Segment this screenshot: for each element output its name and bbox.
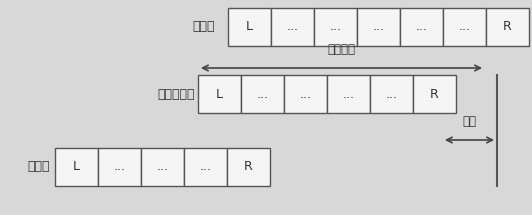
- Text: ...: ...: [415, 20, 428, 34]
- Bar: [184, 148, 227, 186]
- Bar: [357, 8, 400, 46]
- Bar: [400, 8, 443, 46]
- Bar: [486, 8, 529, 46]
- Text: L: L: [246, 20, 253, 34]
- Text: ...: ...: [372, 20, 385, 34]
- Bar: [228, 8, 271, 46]
- Text: L: L: [216, 88, 223, 100]
- Text: 左分段: 左分段: [193, 20, 215, 34]
- Bar: [271, 8, 314, 46]
- Text: ...: ...: [343, 88, 354, 100]
- Bar: [227, 148, 270, 186]
- Bar: [98, 148, 141, 186]
- Bar: [314, 8, 357, 46]
- Text: 重合部分: 重合部分: [327, 43, 355, 56]
- Text: 视差: 视差: [462, 115, 476, 128]
- Text: ...: ...: [156, 161, 169, 174]
- Bar: [413, 75, 456, 113]
- Bar: [284, 75, 327, 113]
- Text: L: L: [73, 161, 80, 174]
- Bar: [55, 148, 98, 186]
- Text: ...: ...: [256, 88, 269, 100]
- Text: ...: ...: [113, 161, 126, 174]
- Bar: [241, 75, 284, 113]
- Bar: [370, 75, 413, 113]
- Text: R: R: [503, 20, 512, 34]
- Text: ...: ...: [200, 161, 212, 174]
- Text: ...: ...: [386, 88, 397, 100]
- Text: 右分段: 右分段: [28, 161, 50, 174]
- Text: ...: ...: [329, 20, 342, 34]
- Bar: [327, 75, 370, 113]
- Bar: [443, 8, 486, 46]
- Text: ...: ...: [287, 20, 298, 34]
- Text: 右分段平移: 右分段平移: [157, 89, 195, 101]
- Text: R: R: [244, 161, 253, 174]
- Bar: [141, 148, 184, 186]
- Text: R: R: [430, 88, 439, 100]
- Bar: [198, 75, 241, 113]
- Text: ...: ...: [459, 20, 470, 34]
- Text: ...: ...: [300, 88, 312, 100]
